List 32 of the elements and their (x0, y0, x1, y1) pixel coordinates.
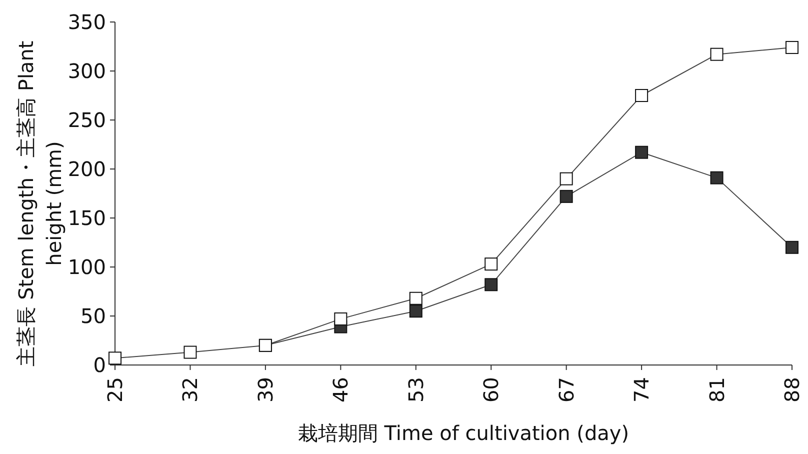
point (409, 292, 422, 305)
x-tick-label: 39 (253, 377, 278, 402)
x-tick-label: 60 (479, 377, 504, 402)
point (635, 146, 648, 159)
x-tick-label: 53 (404, 377, 428, 402)
point (786, 240, 798, 254)
point (484, 278, 498, 292)
x-tick-label: 46 (328, 377, 353, 402)
point (710, 48, 724, 61)
point (484, 258, 498, 271)
y-tick-label: 100 (68, 255, 106, 279)
point (560, 190, 573, 203)
y-axis-title: 主茎長 Stem length・主茎高 Plant height (mm) (14, 40, 66, 366)
point (334, 312, 348, 326)
y-tick-label: 0 (93, 353, 106, 377)
y-tick-label: 250 (68, 108, 106, 132)
x-tick-label: 67 (554, 377, 578, 402)
x-axis-title: 栽培期間 Time of cultivation (day) (298, 421, 630, 445)
x-tick-label: 25 (103, 377, 127, 402)
point (184, 346, 197, 359)
x-tick-label: 74 (630, 377, 654, 402)
point (710, 171, 724, 184)
y-tick-label: 50 (80, 304, 106, 328)
y-tick-label: 350 (68, 10, 106, 34)
point (409, 304, 422, 318)
y-tick-label: 200 (68, 157, 106, 181)
point (560, 172, 573, 186)
y-tick-label: 150 (68, 206, 106, 230)
x-tick-label: 32 (178, 377, 202, 402)
x-tick-label: 81 (704, 377, 729, 402)
x-tick-label: 88 (780, 377, 804, 402)
y-tick-label: 300 (68, 59, 106, 83)
